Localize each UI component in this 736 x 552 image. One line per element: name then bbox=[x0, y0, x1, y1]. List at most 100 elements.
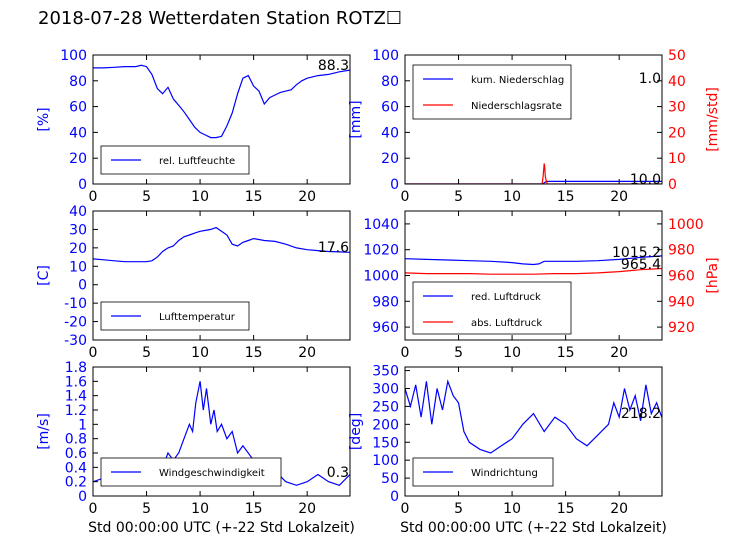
y-axis-label: [%] bbox=[36, 107, 52, 131]
y-tick-label: 1.8 bbox=[65, 360, 87, 376]
y-tick-label: 40 bbox=[381, 125, 399, 141]
panel-temperature: 0 5 10 15 20 -30 -20 -10 0 10 20 30 40 [C] 17.6 Lufttem… bbox=[36, 204, 351, 361]
y2-tick-label: 10 bbox=[668, 151, 686, 167]
legend-label: rel. Luftfeuchte bbox=[159, 156, 235, 167]
x-tick-label: 15 bbox=[245, 345, 263, 361]
panel-wind-speed: 0 5 10 15 20 00.20.40.60.811.21.41.61.8 [m/s] S… bbox=[36, 360, 355, 536]
y2-tick-label: 0 bbox=[668, 177, 677, 193]
x-tick-label: 10 bbox=[191, 189, 209, 205]
series-line-1 bbox=[405, 255, 662, 266]
y-tick-label: 80 bbox=[381, 74, 399, 90]
legend: Windrichtung bbox=[412, 457, 554, 487]
y-tick-label: 200 bbox=[372, 417, 399, 433]
legend-label: red. Luftdruck bbox=[471, 292, 541, 303]
x-tick-label: 10 bbox=[191, 345, 209, 361]
y-tick-label: 0.8 bbox=[65, 432, 87, 448]
x-tick-label: 0 bbox=[401, 189, 410, 205]
y-tick-label: 100 bbox=[372, 453, 399, 469]
series-line-1 bbox=[93, 64, 350, 139]
x-tick-label: 15 bbox=[557, 501, 575, 517]
y-tick-label: -30 bbox=[64, 333, 87, 349]
y2-tick-label: 940 bbox=[668, 294, 695, 310]
y2-axis-label: [hPa] bbox=[705, 257, 721, 293]
series-line-1 bbox=[93, 226, 350, 263]
y2-tick-label: 960 bbox=[668, 269, 695, 285]
x-tick-label: 15 bbox=[557, 189, 575, 205]
y-tick-label: 1020 bbox=[363, 243, 399, 259]
y2-tick-label: 20 bbox=[668, 125, 686, 141]
legend-label: Windrichtung bbox=[471, 468, 538, 479]
y2-tick-label: 920 bbox=[668, 320, 695, 336]
y-tick-label: 0.6 bbox=[65, 446, 87, 462]
y-tick-label: 100 bbox=[60, 48, 87, 64]
value-annotation: 88.3 bbox=[318, 58, 349, 74]
x-tick-label: 10 bbox=[503, 501, 521, 517]
x-tick-label: 15 bbox=[557, 345, 575, 361]
figure-title: 2018-07-28 Wetterdaten Station ROTZ☐ bbox=[38, 8, 402, 29]
value-annotation: 218.2 bbox=[621, 406, 661, 422]
y-tick-label: 1000 bbox=[363, 269, 399, 285]
x-tick-label: 5 bbox=[454, 345, 463, 361]
y-tick-label: 10 bbox=[69, 259, 87, 275]
x-tick-label: 5 bbox=[142, 345, 151, 361]
series-line-1 bbox=[405, 180, 662, 184]
panel-precipitation: 0 5 10 15 20 0 20 40 60 80 100 0 10 20 30 40 50 [mm] [mm/s… bbox=[348, 48, 721, 205]
legend: Lufttemperatur bbox=[100, 301, 250, 331]
y-tick-label: 960 bbox=[372, 320, 399, 336]
y-tick-label: 1.2 bbox=[65, 403, 87, 419]
x-tick-label: 15 bbox=[245, 189, 263, 205]
y-tick-label: 1.6 bbox=[65, 374, 87, 390]
y-tick-label: 0 bbox=[78, 177, 87, 193]
x-tick-label: 0 bbox=[89, 189, 98, 205]
y-tick-label: 1.4 bbox=[65, 389, 87, 405]
x-tick-label: 20 bbox=[298, 189, 316, 205]
legend-label: Lufttemperatur bbox=[159, 312, 236, 323]
x-tick-label: 20 bbox=[610, 501, 628, 517]
plot-frame bbox=[92, 54, 351, 185]
x-tick-label: 20 bbox=[298, 345, 316, 361]
x-tick-label: 5 bbox=[142, 501, 151, 517]
value-annotation: 10.0 bbox=[630, 172, 661, 188]
y-tick-label: 60 bbox=[381, 100, 399, 116]
y-axis-label: [mm] bbox=[348, 100, 364, 138]
y-tick-label: 1 bbox=[78, 417, 87, 433]
y-tick-label: -20 bbox=[64, 315, 87, 331]
legend-box bbox=[412, 281, 572, 335]
x-tick-label: 0 bbox=[89, 345, 98, 361]
x-tick-label: 20 bbox=[610, 345, 628, 361]
y-axis-label: [C] bbox=[36, 265, 52, 286]
y-tick-label: 350 bbox=[372, 364, 399, 380]
y-tick-label: 80 bbox=[69, 74, 87, 90]
value-annotation: 0.3 bbox=[327, 465, 349, 481]
y-tick-label: 150 bbox=[372, 435, 399, 451]
y-tick-label: 20 bbox=[69, 151, 87, 167]
y-tick-label: 980 bbox=[372, 294, 399, 310]
x-axis-label: Std 00:00:00 UTC (+-22 Std Lokalzeit) bbox=[88, 520, 355, 536]
x-tick-label: 10 bbox=[503, 189, 521, 205]
plot-frame bbox=[404, 54, 663, 185]
y-tick-label: 1040 bbox=[363, 217, 399, 233]
y-tick-label: -10 bbox=[64, 296, 87, 312]
series-line-1 bbox=[405, 379, 662, 454]
value-annotation: 965.4 bbox=[621, 257, 661, 273]
x-tick-label: 0 bbox=[89, 501, 98, 517]
x-tick-label: 10 bbox=[191, 501, 209, 517]
y-tick-label: 30 bbox=[69, 222, 87, 238]
plot-frame bbox=[92, 366, 351, 497]
plot-frame bbox=[92, 210, 351, 341]
y-tick-label: 100 bbox=[372, 48, 399, 64]
legend-label: kum. Niederschlag bbox=[471, 75, 564, 86]
y2-tick-label: 40 bbox=[668, 74, 686, 90]
y2-tick-label: 30 bbox=[668, 100, 686, 116]
y-tick-label: 0 bbox=[390, 177, 399, 193]
y-tick-label: 0 bbox=[78, 489, 87, 505]
y-tick-label: 40 bbox=[69, 204, 87, 220]
value-annotation: 1.0 bbox=[639, 71, 661, 87]
value-annotation: 17.6 bbox=[318, 240, 349, 256]
y-tick-label: 300 bbox=[372, 382, 399, 398]
legend: Windgeschwindigkeit bbox=[100, 457, 282, 487]
y-tick-label: 20 bbox=[381, 151, 399, 167]
y-tick-label: 60 bbox=[69, 100, 87, 116]
x-tick-label: 5 bbox=[454, 189, 463, 205]
